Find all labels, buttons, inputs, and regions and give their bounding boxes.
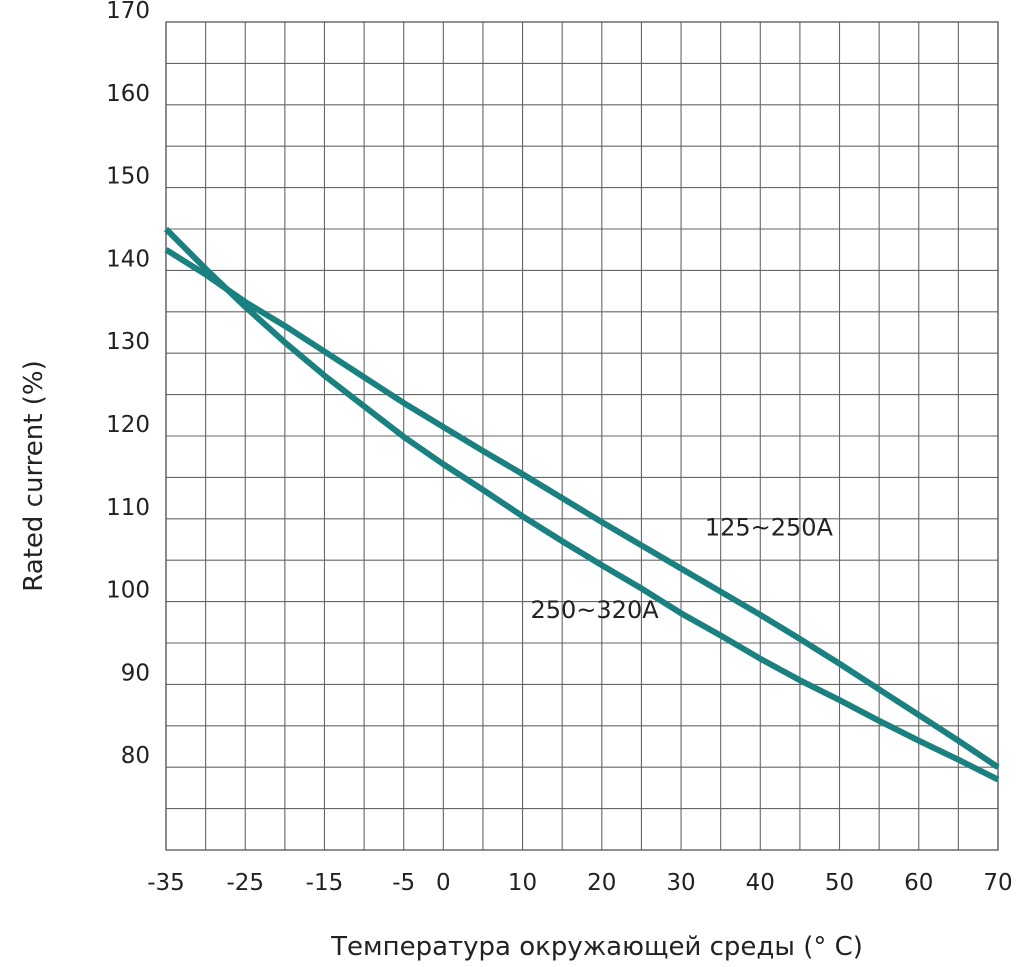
y-tick-label: 120: [106, 412, 150, 438]
grid-lines: [165, 21, 999, 851]
y-tick-label: 150: [106, 164, 150, 190]
series-labels: 125~250A 250~320A: [530, 513, 833, 624]
x-tick-labels: -35 -25 -15 -5 0 10 20 30 40 50 60 70: [147, 870, 1012, 896]
y-tick-label: 140: [106, 246, 150, 272]
x-tick-label: 10: [508, 870, 537, 896]
series-label-1: 125~250A: [705, 513, 834, 541]
x-axis-title: Температура окружающей среды (° C): [330, 932, 863, 962]
y-tick-label: 100: [106, 578, 150, 604]
x-tick-label: 40: [746, 870, 775, 896]
series-label-2: 250~320A: [530, 596, 659, 624]
y-tick-label: 90: [121, 660, 150, 686]
x-tick-label: 20: [587, 870, 616, 896]
plot-frame: [165, 21, 999, 851]
x-tick-label: -35: [147, 870, 185, 896]
series-line-1: [164, 247, 1000, 770]
x-tick-label: 70: [983, 870, 1012, 896]
series-line-2: [163, 226, 1000, 783]
x-tick-label: 50: [825, 870, 854, 896]
y-tick-label: 170: [106, 0, 150, 24]
x-tick-label: 0: [436, 870, 451, 896]
series-lines: [163, 226, 1000, 783]
y-tick-label: 80: [121, 743, 150, 769]
y-tick-label: 160: [106, 81, 150, 107]
y-tick-label: 110: [106, 495, 150, 521]
x-tick-label: -25: [226, 870, 264, 896]
y-axis-title: Rated current (%): [19, 360, 49, 591]
x-tick-label: -15: [306, 870, 344, 896]
x-tick-label: 60: [904, 870, 933, 896]
y-tick-label: 130: [106, 329, 150, 355]
y-tick-labels: 80 90 100 110 120 130 140 150 160 170: [106, 0, 150, 769]
x-tick-label: 30: [666, 870, 695, 896]
x-tick-label: -5: [392, 870, 415, 896]
